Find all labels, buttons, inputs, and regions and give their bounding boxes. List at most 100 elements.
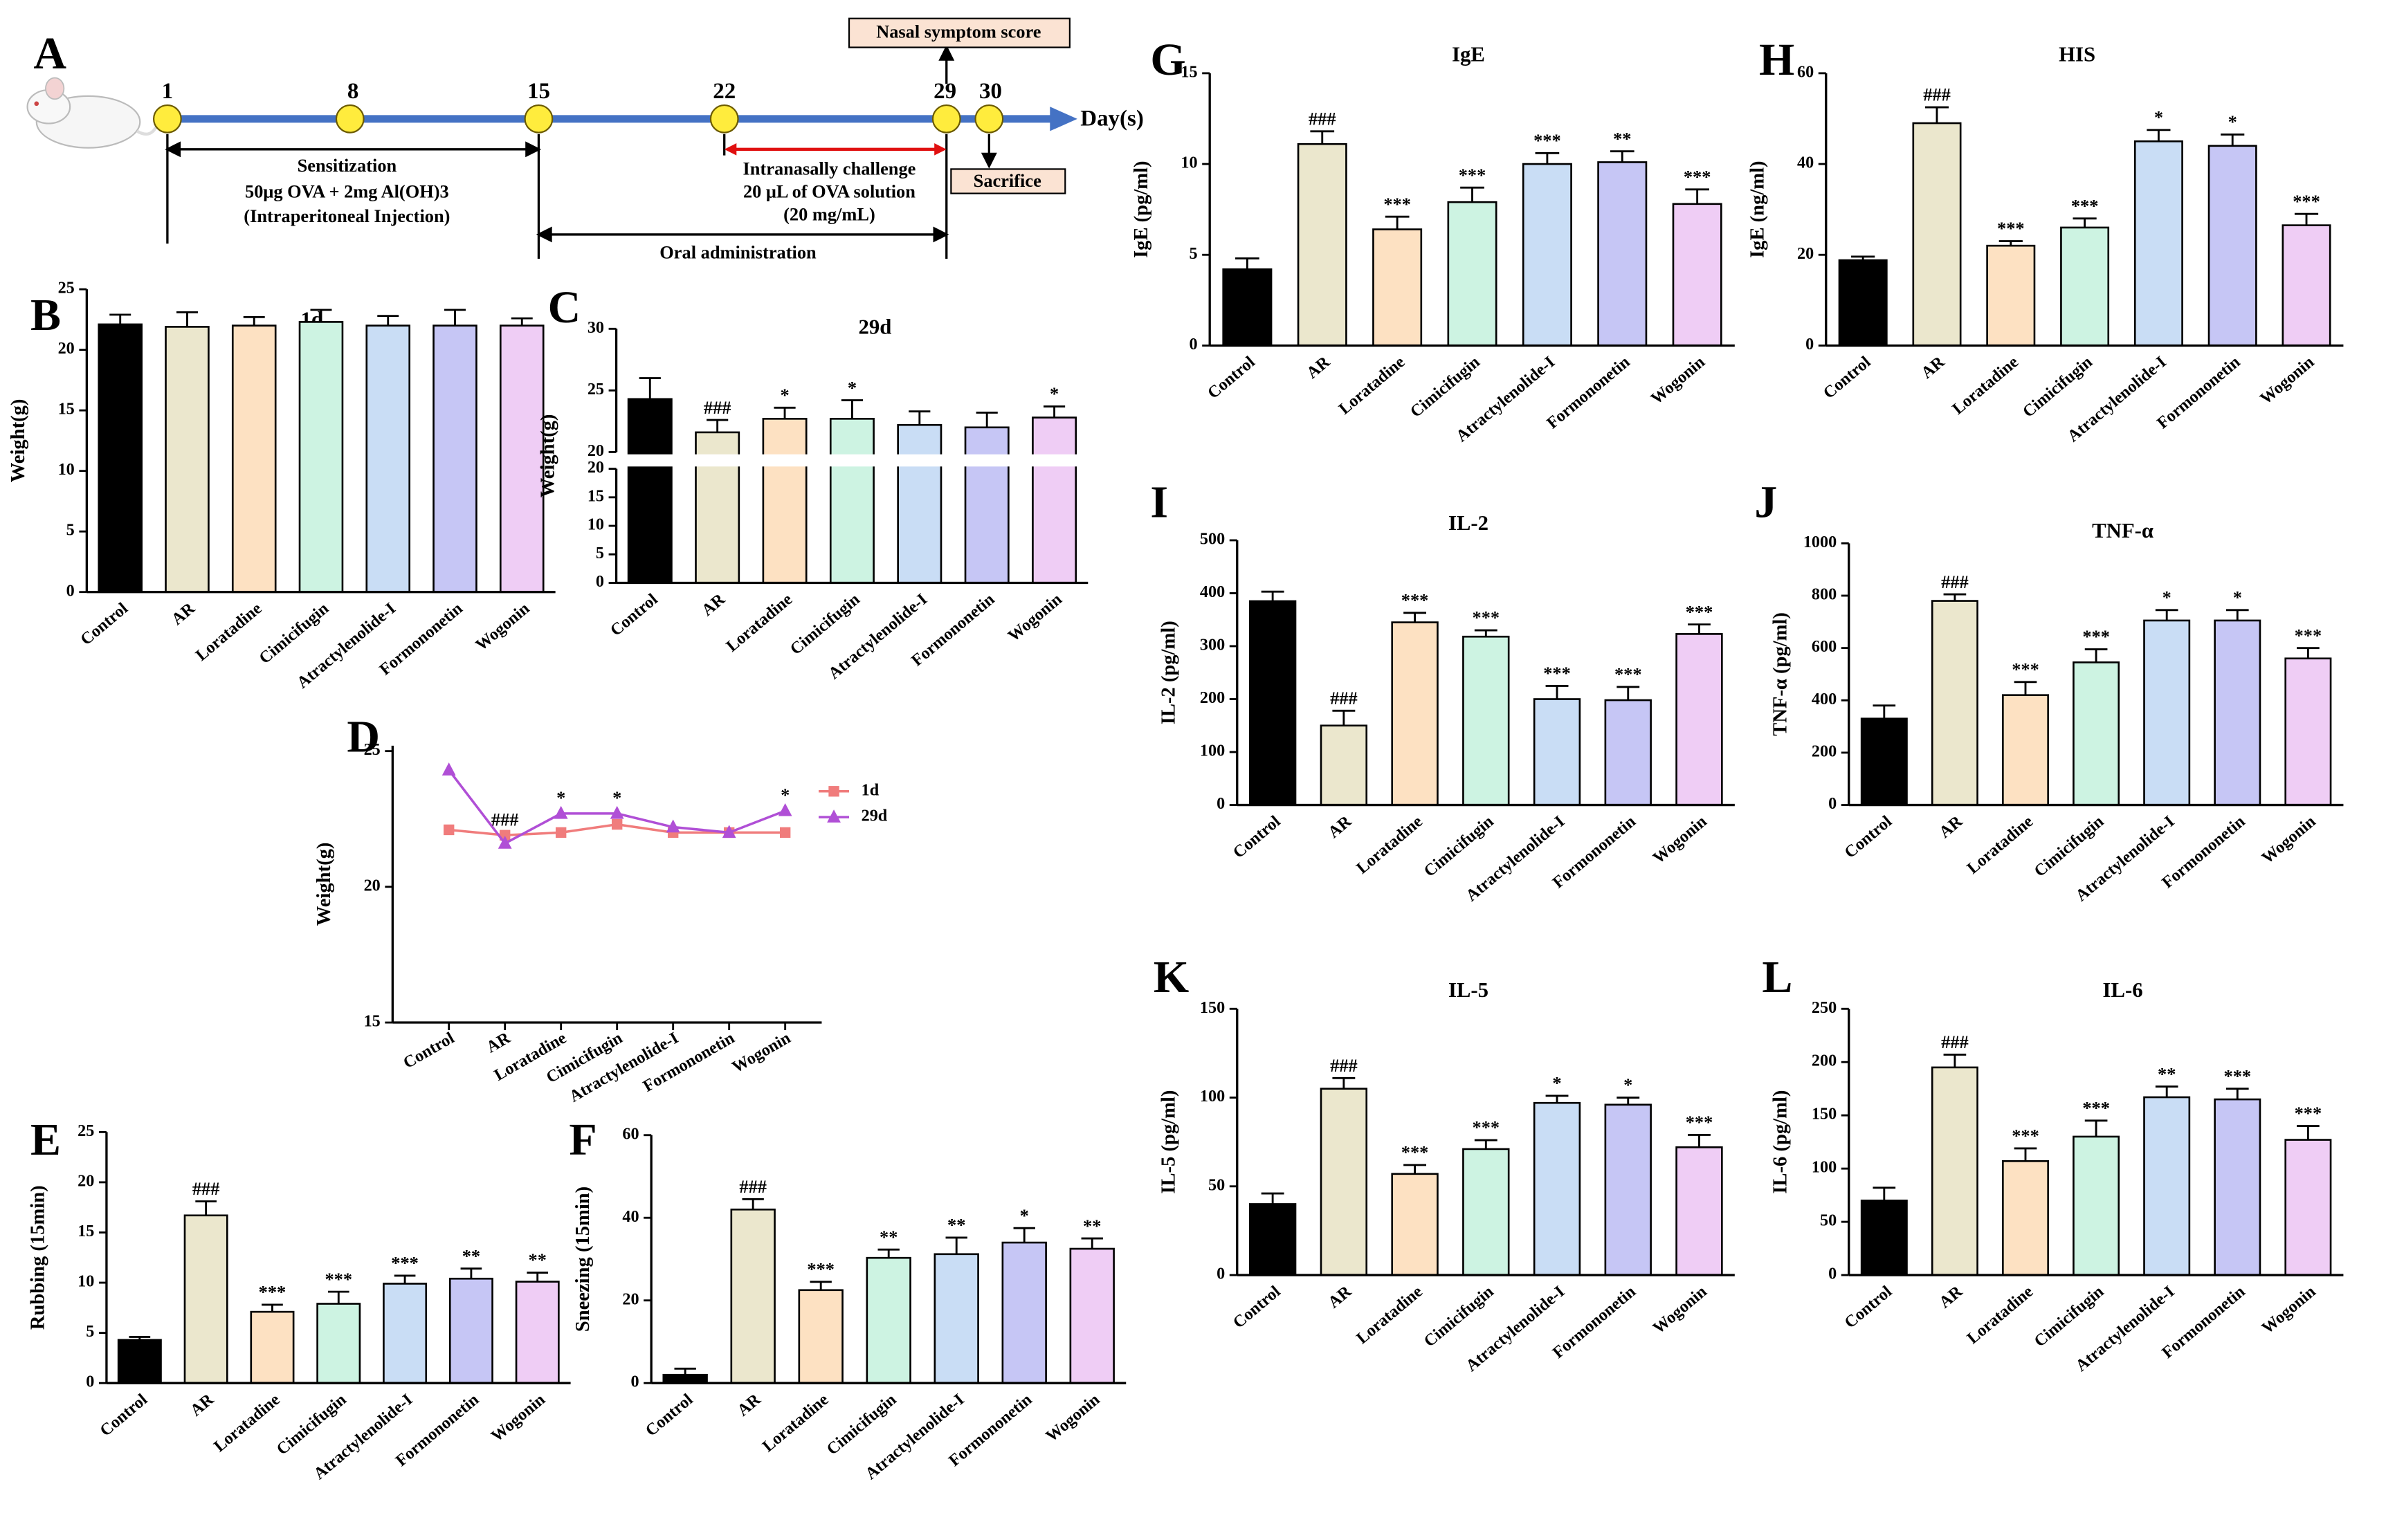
significance-label: ### (1941, 1032, 1969, 1052)
y-tick-label: 20 (364, 876, 381, 895)
error-bar (1617, 1097, 1640, 1105)
y-tick-label: 100 (1200, 1087, 1225, 1106)
significance-label: *** (2012, 659, 2039, 679)
mouse-icon (26, 77, 160, 149)
error-bar (109, 313, 131, 324)
panel-letter: A (33, 28, 66, 79)
marker (778, 803, 792, 816)
bar (866, 1256, 911, 1384)
x-tick-label: AR (1918, 352, 1949, 382)
bar (316, 1303, 361, 1384)
error-bar (674, 1367, 696, 1375)
error-bar (1545, 1094, 1569, 1103)
y-tick-label: 25 (364, 740, 381, 759)
bar (1032, 416, 1077, 584)
y-axis-label: Weight(g) (313, 843, 335, 926)
error-bar (1310, 130, 1335, 145)
significance-label: ### (1941, 571, 1969, 592)
error-bar (810, 1281, 832, 1290)
marker (441, 762, 456, 776)
bar (798, 1289, 844, 1384)
bar (627, 398, 673, 584)
chart-title: IL-6 (2103, 978, 2143, 1002)
bar (1533, 698, 1581, 806)
y-tick-label: 100 (1200, 742, 1225, 760)
significance-label: *** (1543, 663, 1571, 684)
legend-label: 29d (862, 807, 888, 825)
bar (730, 1208, 776, 1384)
significance-label: *** (1997, 218, 2025, 239)
x-tick-label: Loratadine (759, 1390, 832, 1456)
bar (1675, 1146, 1723, 1276)
significance-label: * (2154, 107, 2163, 128)
significance-label: * (2228, 111, 2237, 132)
x-tick-label: Wogonin (1649, 812, 1711, 868)
significance-label: ** (947, 1215, 965, 1236)
y-tick-label: 20 (588, 441, 604, 460)
bar (432, 324, 477, 594)
x-tick-label: Wogonin (472, 599, 534, 655)
error-bar (2294, 212, 2319, 226)
y-tick-label: 25 (588, 380, 604, 398)
bar (1447, 201, 1497, 347)
y-tick-label: 5 (596, 544, 604, 562)
day-label: 29 (934, 79, 956, 104)
y-tick-label: 40 (1797, 154, 1814, 172)
y-tick-label: 10 (58, 460, 75, 479)
x-tick-label: Loratadine (210, 1390, 284, 1456)
error-bar (841, 399, 864, 419)
significance-label: * (1050, 383, 1059, 404)
significance-label: ### (1309, 108, 1336, 129)
x-tick-label: AR (734, 1390, 765, 1420)
error-bar (909, 410, 931, 425)
y-tick-label: 0 (1805, 335, 1814, 354)
y-tick-label: 40 (622, 1207, 639, 1226)
bar (183, 1214, 228, 1384)
bar (829, 418, 875, 584)
error-bar (444, 309, 466, 326)
y-tick-label: 60 (622, 1124, 639, 1143)
significance-label: *** (1473, 607, 1500, 628)
panel-letter: L (1762, 952, 1792, 1002)
error-bar (1873, 1186, 1896, 1201)
error-bar (377, 315, 399, 326)
error-bar (1043, 405, 1066, 418)
y-tick-label: 20 (78, 1171, 94, 1190)
y-tick-label: 10 (588, 515, 604, 534)
y-tick-label: 300 (1200, 636, 1225, 654)
x-tick-label: Wogonin (1649, 1282, 1711, 1338)
error-bar (1261, 1192, 1284, 1204)
timeline-text: Sensitization (298, 155, 397, 176)
x-tick-label: AR (1936, 1282, 1967, 1312)
bar (499, 324, 545, 594)
timeline-text: 20 μL of OVA solution (743, 181, 916, 202)
y-tick-label: 15 (364, 1012, 381, 1031)
panel-letter: H (1759, 35, 1794, 85)
marker (666, 819, 680, 833)
bar (2073, 1135, 2120, 1276)
error-bar (1013, 1227, 1035, 1243)
significance-label: *** (1473, 1117, 1500, 1138)
significance-label: ** (2158, 1063, 2176, 1084)
bar (2002, 694, 2049, 806)
challenge-arrow (724, 143, 947, 156)
panel-letter: B (30, 290, 61, 340)
timeline-text: Intranasally challenge (743, 158, 916, 179)
significance-label: * (780, 385, 789, 405)
y-tick-label: 400 (1812, 690, 1837, 708)
significance-label: *** (325, 1269, 352, 1290)
significance-label: * (2233, 587, 2242, 607)
chart-title: IL-2 (1448, 511, 1488, 535)
y-tick-label: 1000 (1803, 533, 1837, 551)
significance-label: ** (1613, 128, 1631, 149)
panel-letter: K (1154, 952, 1189, 1002)
error-bar (1545, 684, 1569, 699)
significance-label: * (612, 787, 621, 808)
x-tick-label: Control (1230, 1282, 1284, 1332)
y-axis-label: IgE (ng/ml) (1747, 161, 1769, 258)
error-bar (1474, 629, 1497, 637)
